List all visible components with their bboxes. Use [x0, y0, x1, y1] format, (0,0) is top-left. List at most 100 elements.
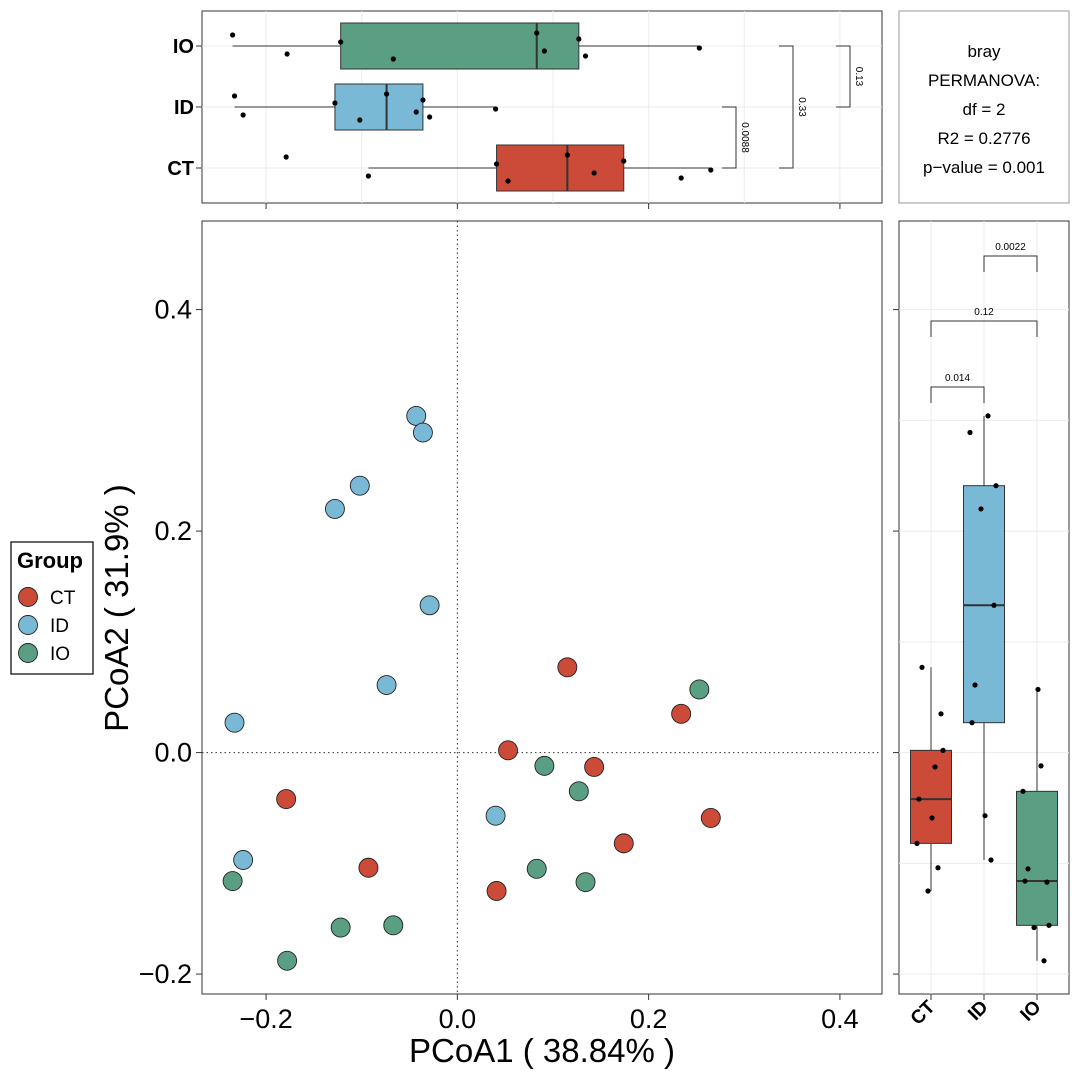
top-jitter-ct — [493, 161, 500, 167]
right-category-label-ct: CT — [907, 996, 940, 1029]
right-jitter-id — [967, 429, 973, 436]
top-jitter-id — [413, 109, 419, 115]
top-bracket-ct-io — [779, 45, 794, 169]
top-jitter-ct — [283, 154, 289, 160]
top-jitter-id — [357, 117, 363, 123]
point-ct-8 — [671, 703, 692, 724]
point-io-7 — [568, 781, 589, 802]
point-id-7 — [412, 422, 433, 443]
top-jitter-ct — [621, 158, 627, 164]
top-jitter-io — [230, 32, 236, 38]
right-jitter-id — [969, 720, 975, 726]
point-id-3 — [324, 498, 345, 519]
point-id-6 — [406, 405, 427, 426]
scatter-panel-frame — [201, 220, 883, 995]
point-io-8 — [575, 872, 596, 893]
point-ct-9 — [700, 807, 721, 828]
y-axis-label: PCoA2 ( 31.9% ) — [98, 484, 135, 732]
top-jitter-io — [338, 39, 344, 45]
point-id-2 — [233, 850, 254, 870]
y-tick-label: 0.2 — [154, 516, 192, 546]
top-jitter-io — [390, 56, 396, 62]
point-io-9 — [689, 679, 710, 700]
point-io-4 — [383, 915, 404, 936]
top-jitter-io — [541, 48, 547, 54]
right-jitter-io — [1025, 866, 1031, 872]
right-jitter-ct — [940, 747, 946, 753]
x-axis-label: PCoA1 ( 38.84% ) — [409, 1032, 675, 1069]
point-ct-2 — [358, 857, 379, 878]
right-bracket-p-ct-id: 0.014 — [945, 373, 970, 384]
point-io-3 — [330, 917, 351, 938]
scatter-points — [222, 405, 721, 971]
y-tick-label: 0.4 — [154, 295, 192, 325]
point-id-9 — [485, 805, 506, 826]
top-box-ct — [496, 144, 625, 192]
top-jitter-io — [576, 36, 582, 42]
top-panel-brackets: 0.0088 0.33 0.13 — [722, 45, 864, 169]
right-jitter-id — [993, 483, 999, 489]
point-id-8 — [419, 595, 440, 616]
stats-panel: bray PERMANOVA: df = 2 R2 = 0.2776 p−val… — [898, 10, 1070, 204]
right-jitter-ct — [925, 888, 931, 894]
stats-panel-frame — [898, 10, 1070, 204]
top-jitter-id — [493, 106, 499, 112]
right-bracket-p-ct-io: 0.12 — [974, 307, 994, 318]
right-jitter-id — [972, 682, 978, 688]
point-ct-5 — [557, 657, 578, 678]
point-io-1 — [222, 871, 243, 891]
right-jitter-id — [985, 413, 991, 419]
legend-swatch-ct — [18, 587, 38, 607]
top-jitter-id — [240, 112, 246, 118]
top-category-label-id: ID — [174, 97, 194, 119]
legend-items: CT ID IO — [18, 587, 76, 665]
right-box-io — [1016, 790, 1058, 926]
point-ct-7 — [613, 833, 634, 854]
right-panel-category-labels: CT ID IO — [907, 994, 1046, 1029]
point-id-1 — [224, 712, 245, 733]
right-bracket-id-io — [983, 255, 1038, 272]
stats-pvalue: p−value = 0.001 — [923, 158, 1045, 177]
top-box-id — [334, 83, 424, 131]
right-category-label-io: IO — [1016, 997, 1045, 1026]
stats-df: df = 2 — [962, 100, 1005, 119]
top-category-label-ct: CT — [167, 158, 194, 180]
right-box-id — [963, 485, 1005, 724]
top-jitter-io — [582, 53, 589, 59]
point-io-5 — [526, 858, 547, 879]
right-boxplot-panel: 0.014 0.12 0.0022 CT ID IO — [893, 220, 1070, 1029]
point-id-4 — [349, 475, 370, 496]
top-jitter-id — [383, 91, 390, 97]
right-jitter-id — [988, 857, 994, 863]
y-tick-label: −0.2 — [139, 959, 192, 989]
right-box-ct — [910, 749, 952, 844]
right-jitter-io — [1035, 686, 1041, 693]
x-tick-label: 0.4 — [821, 1004, 859, 1034]
top-bracket-p-ct-io: 0.33 — [796, 97, 807, 117]
right-bracket-ct-io — [930, 320, 1038, 337]
top-jitter-id — [420, 97, 426, 103]
right-jitter-id — [978, 506, 984, 512]
point-id-5 — [376, 675, 397, 695]
x-tick-label: 0.0 — [439, 1004, 477, 1034]
top-bracket-p-ct-id: 0.0088 — [739, 122, 750, 153]
scatter-axes: −0.2 0.0 0.2 0.4 −0.2 0.0 0.2 0.4 — [139, 295, 859, 1034]
top-bracket-p-id-io: 0.13 — [853, 67, 864, 87]
legend-label-ct: CT — [50, 588, 76, 609]
stats-r2: R2 = 0.2776 — [937, 129, 1030, 148]
right-jitter-io — [1041, 958, 1047, 964]
point-ct-3 — [486, 881, 507, 901]
right-bracket-ct-id — [930, 386, 985, 403]
right-jitter-ct — [935, 865, 941, 871]
top-jitter-ct — [564, 152, 570, 158]
legend-swatch-id — [18, 615, 38, 635]
top-jitter-ct — [505, 178, 511, 184]
right-panel-boxes — [910, 413, 1058, 964]
stats-metric: bray — [967, 42, 1001, 61]
legend-label-id: ID — [50, 616, 69, 637]
point-io-2 — [277, 950, 298, 971]
point-ct-4 — [498, 740, 518, 761]
top-jitter-ct — [591, 170, 597, 176]
point-ct-6 — [584, 757, 605, 777]
top-jitter-id — [427, 114, 433, 120]
